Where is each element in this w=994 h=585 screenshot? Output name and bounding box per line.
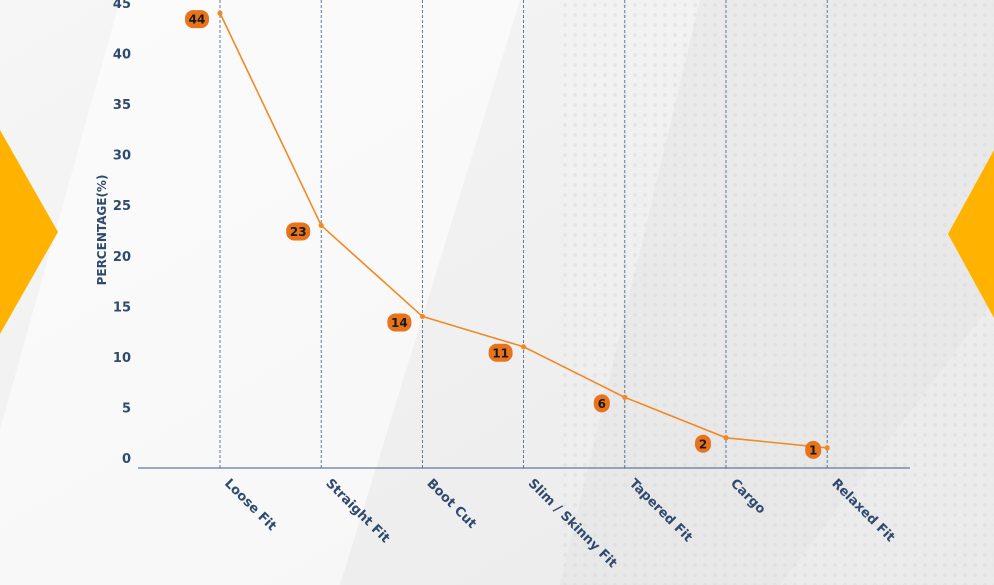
data-point xyxy=(723,435,729,441)
y-tick-label: 5 xyxy=(122,401,131,416)
data-label-badge xyxy=(185,10,209,29)
x-category-label: Boot Cut xyxy=(424,476,480,532)
data-label-text: 14 xyxy=(391,316,408,330)
data-label: 1 xyxy=(805,440,822,459)
x-axis-category-labels: Loose Fit Straight Fit Boot Cut Slim / Skin… xyxy=(221,476,897,571)
y-tick-label: 20 xyxy=(113,250,131,265)
data-label-badge xyxy=(488,343,513,362)
y-tick-label: 25 xyxy=(113,199,131,214)
data-label: 2 xyxy=(695,434,711,453)
data-label-badge xyxy=(695,434,711,453)
data-label-text: 44 xyxy=(189,13,206,27)
data-label-badge xyxy=(286,222,311,241)
x-category-label: Slim / Skinny Fit xyxy=(525,476,620,571)
y-axis-ticks: 0 5 10 15 20 25 30 35 40 45 xyxy=(113,0,131,467)
y-tick-label: 45 xyxy=(113,0,131,12)
data-label: 14 xyxy=(387,313,412,332)
data-point xyxy=(824,445,830,451)
data-label-text: 11 xyxy=(492,346,509,360)
data-point xyxy=(521,344,527,350)
x-category-label: Loose Fit xyxy=(221,476,279,534)
y-tick-label: 15 xyxy=(113,300,131,315)
data-point xyxy=(217,10,223,16)
data-point xyxy=(318,222,324,229)
data-labels: 44 23 14 11 6 2 1 xyxy=(185,10,822,459)
data-label-text: 23 xyxy=(290,225,307,239)
x-category-label: Straight Fit xyxy=(322,476,392,546)
right-accent-shape xyxy=(948,150,994,318)
y-tick-label: 0 xyxy=(122,452,131,467)
gridlines xyxy=(219,0,828,468)
y-tick-label: 30 xyxy=(113,149,131,164)
data-point xyxy=(419,313,425,320)
y-tick-label: 40 xyxy=(113,48,131,63)
data-label-text: 6 xyxy=(598,397,606,411)
data-label-badge xyxy=(387,313,412,332)
data-label: 6 xyxy=(593,394,610,413)
y-tick-label: 10 xyxy=(113,351,131,366)
data-label: 11 xyxy=(488,343,513,362)
data-label-text: 2 xyxy=(699,437,707,451)
data-label-text: 1 xyxy=(809,443,817,457)
data-points xyxy=(217,10,830,451)
x-category-label: Relaxed Fit xyxy=(828,476,897,545)
data-point xyxy=(622,394,628,400)
y-axis-title: PERCENTAGE(%) xyxy=(95,175,109,286)
data-label-badge xyxy=(805,440,822,459)
data-label: 44 xyxy=(185,10,209,29)
data-label-badge xyxy=(593,394,610,413)
y-tick-label: 35 xyxy=(113,98,131,113)
left-accent-shape xyxy=(0,130,58,334)
x-category-label: Cargo xyxy=(727,476,768,517)
data-label: 23 xyxy=(286,222,311,241)
x-category-label: Tapered Fit xyxy=(626,476,695,545)
